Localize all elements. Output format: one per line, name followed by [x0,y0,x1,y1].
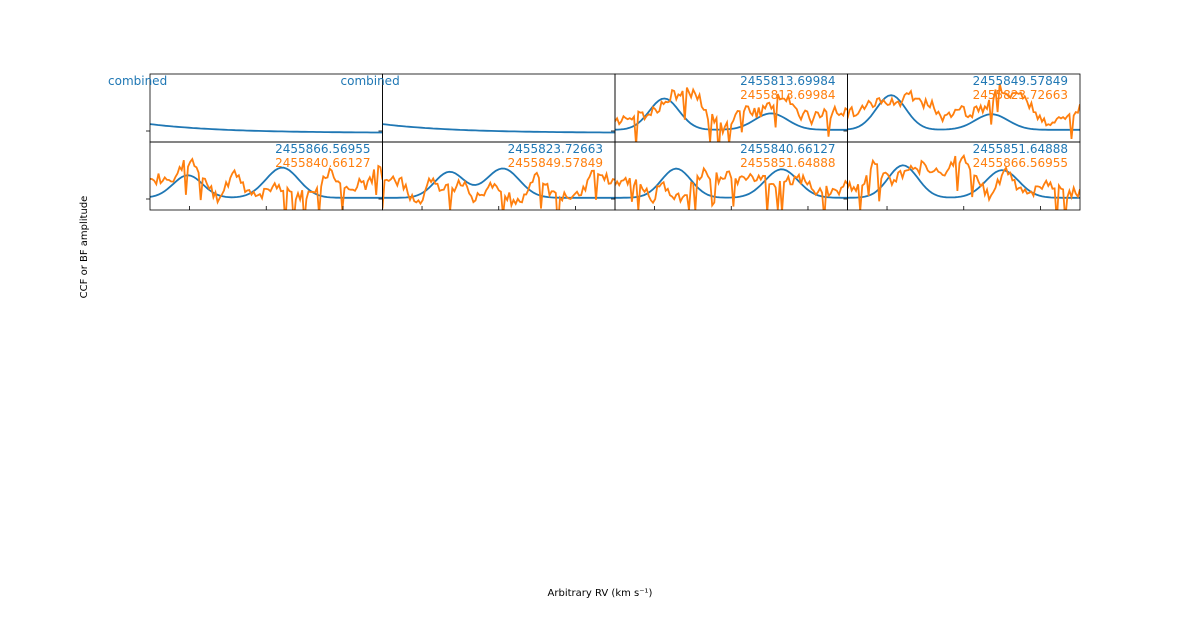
panel-grid: combined combined 2455813.699842455813.699… [108,73,1081,211]
blue-series-line [150,123,383,134]
blue-series-line [847,94,1080,131]
blue-series-line [382,167,615,199]
orange-series-line [847,153,1080,210]
x-axis-label: Arbitrary RV (km s⁻¹) [548,588,653,599]
orange-series-line [615,87,848,142]
orange-series-line [847,83,1080,139]
panel-label: 2455840.66127 [275,156,370,170]
y-axis-label: CCF or BF amplitude [79,196,90,299]
panel-label: 2455813.69984 [740,74,835,88]
panel-label: 2455866.56955 [973,156,1068,170]
panel-label: combined [341,74,400,88]
panel-2: combined [341,73,616,143]
panel-label: 2455849.57849 [973,74,1068,88]
orange-series-line [150,157,383,210]
blue-series-line [847,164,1080,199]
panel-label: 2455849.57849 [508,156,603,170]
orange-series-line [382,169,615,210]
panel-label: 2455823.72663 [973,88,1068,102]
panel-label: 2455823.72663 [508,142,603,156]
panel-label: 2455866.56955 [275,142,370,156]
blue-series-line [382,123,615,134]
panel-label: 2455840.66127 [740,142,835,156]
panel-label: 2455851.64888 [973,142,1068,156]
panel-label: 2455851.64888 [740,156,835,170]
panel-label: 2455813.69984 [740,88,835,102]
orange-series-line [615,166,848,210]
blue-series-line [615,167,848,199]
panel-label: combined [108,74,167,88]
